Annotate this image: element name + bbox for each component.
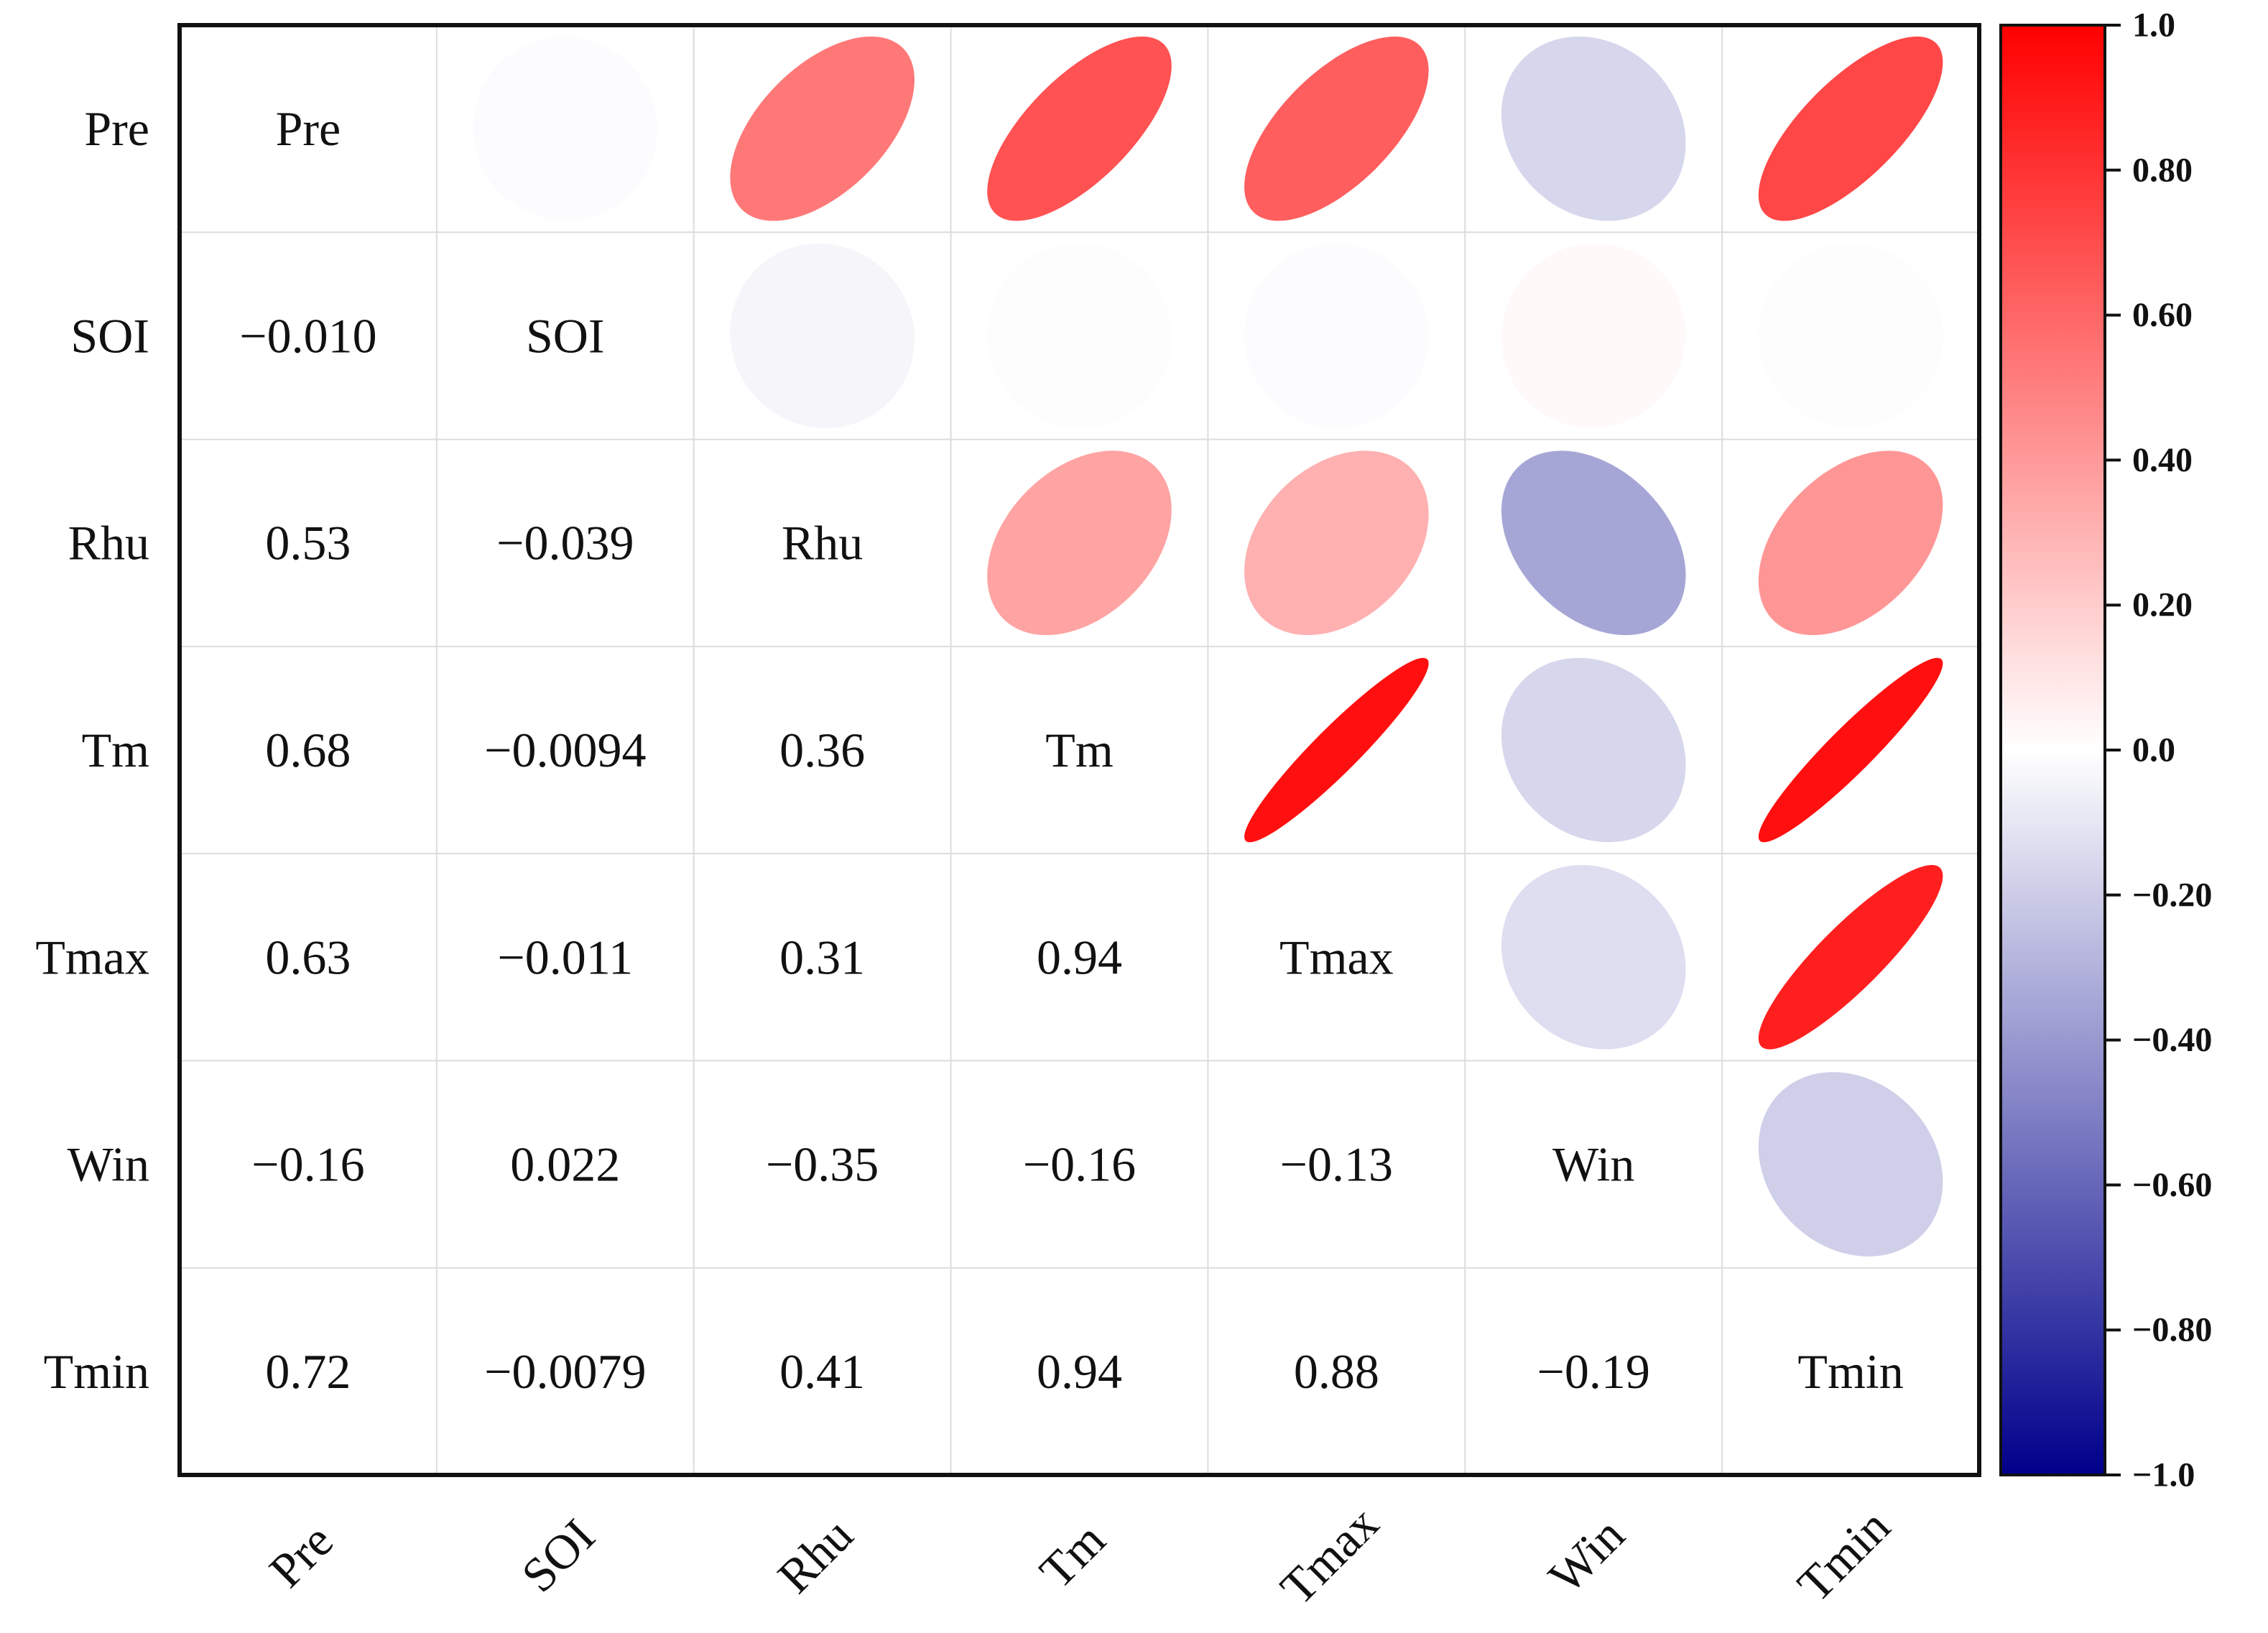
correlation-ellipse [1758, 450, 1943, 636]
colorbar-tick-label: 0.20 [2132, 586, 2193, 624]
colorbar-tick-label: −0.60 [2132, 1166, 2212, 1204]
colorbar-bar [1999, 24, 2106, 1476]
correlation-value: −0.13 [1280, 1137, 1393, 1192]
correlation-ellipse [730, 36, 915, 221]
correlation-ellipse [1244, 244, 1429, 428]
column-label: Tmin [1787, 1499, 1900, 1612]
correlation-ellipse [1758, 1072, 1943, 1257]
diagonal-label: Tmin [1797, 1344, 1903, 1399]
row-label: SOI [70, 308, 149, 363]
diagonal-label: SOI [526, 308, 605, 363]
correlation-value: 0.36 [779, 723, 865, 777]
row-label: Tmin [44, 1344, 149, 1399]
column-label: SOI [511, 1508, 605, 1602]
row-label: Rhu [68, 516, 149, 570]
colorbar-tick-label: 0.40 [2132, 441, 2193, 479]
correlation-value: 0.94 [1037, 930, 1122, 984]
correlation-ellipse [1501, 36, 1686, 221]
correlation-value: 0.022 [510, 1137, 620, 1192]
colorbar: 1.0 0.80 0.60 0.40 0.20 0.0 −0.20 −0.40 −0.60 −0.… [1999, 6, 2212, 1494]
correlation-value: 0.53 [265, 516, 351, 570]
correlation-ellipse [1244, 36, 1429, 221]
correlation-value: 0.41 [779, 1344, 865, 1399]
column-label: Pre [259, 1513, 343, 1598]
correlation-value: −0.011 [497, 930, 633, 984]
column-label: Win [1538, 1507, 1635, 1604]
correlation-value: −0.0079 [484, 1344, 646, 1399]
correlation-value: −0.010 [239, 308, 376, 363]
correlation-value: 0.68 [265, 723, 351, 777]
correlation-value: −0.16 [1023, 1137, 1136, 1192]
correlation-ellipse [1501, 450, 1686, 636]
correlation-value: 0.88 [1294, 1344, 1379, 1399]
correlation-ellipse [730, 244, 915, 428]
correlation-value: 0.94 [1037, 1344, 1122, 1399]
row-labels: Pre SOI Rhu Tm Tmax Win Tmin [35, 101, 149, 1399]
diagonal-label: Win [1552, 1137, 1634, 1192]
row-label: Pre [84, 101, 149, 156]
correlation-value: −0.0094 [484, 723, 646, 777]
diagonal-label: Rhu [782, 516, 863, 570]
column-labels: Pre SOI Rhu Tm Tmax Win Tmin [259, 1496, 1900, 1615]
correlation-ellipse [987, 450, 1172, 636]
correlation-ellipse [1244, 450, 1429, 636]
correlation-ellipse [1501, 657, 1686, 843]
correlation-value: 0.72 [265, 1344, 351, 1399]
colorbar-ticks: 1.0 0.80 0.60 0.40 0.20 0.0 −0.20 −0.40 −0.60 −0.… [2105, 6, 2212, 1494]
colorbar-tick-label: −0.20 [2132, 876, 2212, 914]
row-label: Win [68, 1137, 149, 1192]
grid-lines [180, 25, 1979, 1475]
correlation-ellipse [1758, 864, 1943, 1050]
correlation-ellipse [1501, 244, 1686, 428]
diagonal-label: Tmax [1279, 930, 1394, 984]
row-label: Tm [82, 723, 149, 777]
correlation-ellipse [987, 244, 1172, 428]
matrix-cells: Pre −0.010 SOI 0.53 −0.039 Rhu 0.68 −0.0094 0.36… [239, 36, 1943, 1399]
diagonal-label: Tm [1045, 723, 1113, 777]
plot-frame [177, 23, 1981, 1477]
correlation-value: 0.63 [265, 930, 351, 984]
correlation-ellipse [1501, 864, 1686, 1050]
correlation-ellipse [1758, 36, 1943, 221]
correlation-value: −0.35 [766, 1137, 879, 1192]
colorbar-tick-label: 0.80 [2132, 151, 2193, 189]
correlation-ellipse [1758, 244, 1943, 428]
colorbar-tick-label: 0.60 [2132, 296, 2193, 334]
correlation-ellipse [1244, 657, 1429, 843]
correlation-value: −0.19 [1537, 1344, 1650, 1399]
column-label: Rhu [767, 1507, 864, 1604]
column-label: Tmax [1269, 1496, 1389, 1615]
correlation-ellipse [473, 36, 658, 221]
colorbar-tick-label: −0.40 [2132, 1021, 2212, 1059]
colorbar-tick-label: −1.0 [2132, 1456, 2195, 1494]
colorbar-tick-label: 0.0 [2132, 731, 2175, 769]
row-label: Tmax [35, 930, 149, 984]
diagonal-label: Pre [276, 101, 341, 156]
colorbar-tick-label: −0.80 [2132, 1311, 2212, 1349]
correlation-value: −0.039 [496, 516, 634, 570]
colorbar-tick-label: 1.0 [2132, 6, 2175, 45]
correlation-value: −0.16 [251, 1137, 364, 1192]
correlation-ellipse [1758, 657, 1943, 843]
correlation-ellipse [987, 36, 1172, 221]
correlation-value: 0.31 [779, 930, 865, 984]
column-label: Tm [1029, 1512, 1116, 1599]
